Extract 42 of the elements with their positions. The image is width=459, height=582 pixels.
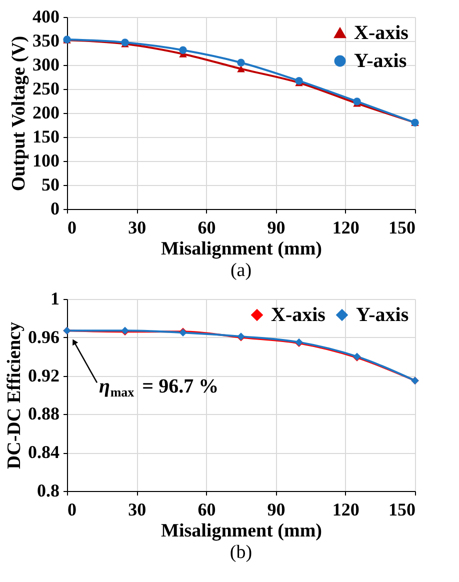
x-tick-label: 0 <box>68 500 76 520</box>
x-tick-label: 120 <box>332 218 360 238</box>
y-tick-label: 100 <box>32 150 60 170</box>
point <box>179 46 187 54</box>
x-axis-title: Misalignment (mm) <box>161 520 322 542</box>
x-tick-label: 120 <box>332 500 360 520</box>
x-tick-label: 150 <box>388 500 416 520</box>
point <box>237 58 245 66</box>
legend-label: X-axis <box>271 304 326 326</box>
y-tick-label: 250 <box>32 78 60 98</box>
y-tick-label: 0.84 <box>28 442 60 462</box>
y-tick-label: 0.88 <box>28 404 60 424</box>
y-tick-label: 1 <box>50 288 60 308</box>
point <box>295 76 303 85</box>
x-tick-label: 90 <box>267 218 286 238</box>
legend-label: Y-axis <box>356 304 409 326</box>
y-tick-label: 0.92 <box>28 365 60 386</box>
y-tick-label: 400 <box>32 6 60 26</box>
text: (a) <box>230 260 252 281</box>
x-axis-title: Misalignment (mm) <box>161 238 322 260</box>
y-tick-label: 300 <box>32 54 60 74</box>
y-tick-label: 0.8 <box>37 480 60 500</box>
y-tick-label: 200 <box>32 102 60 122</box>
x-tick-label: 60 <box>198 500 216 520</box>
y-axis-title: DC-DC Efficiency <box>4 321 25 470</box>
text: (b) <box>230 542 252 563</box>
y-axis-title: Output Voltage (V) <box>8 36 30 192</box>
x-tick-label: 90 <box>267 500 286 520</box>
x-tick-label: 150 <box>388 218 416 238</box>
point <box>353 98 361 106</box>
legend-label: Y-axis <box>354 50 407 72</box>
y-tick-label: 0.96 <box>28 326 60 347</box>
y-tick-label: 50 <box>42 174 60 194</box>
point <box>237 65 245 72</box>
y-tick-label: 0 <box>50 198 60 218</box>
x-tick-label: 60 <box>198 218 216 238</box>
x-tick-label: 0 <box>68 218 76 238</box>
x-tick-label: 30 <box>128 500 146 520</box>
y-tick-label: 150 <box>32 126 60 146</box>
y-tick-label: 350 <box>32 30 60 50</box>
x-tick-label: 30 <box>128 218 146 238</box>
legend-label: X-axis <box>354 22 409 44</box>
